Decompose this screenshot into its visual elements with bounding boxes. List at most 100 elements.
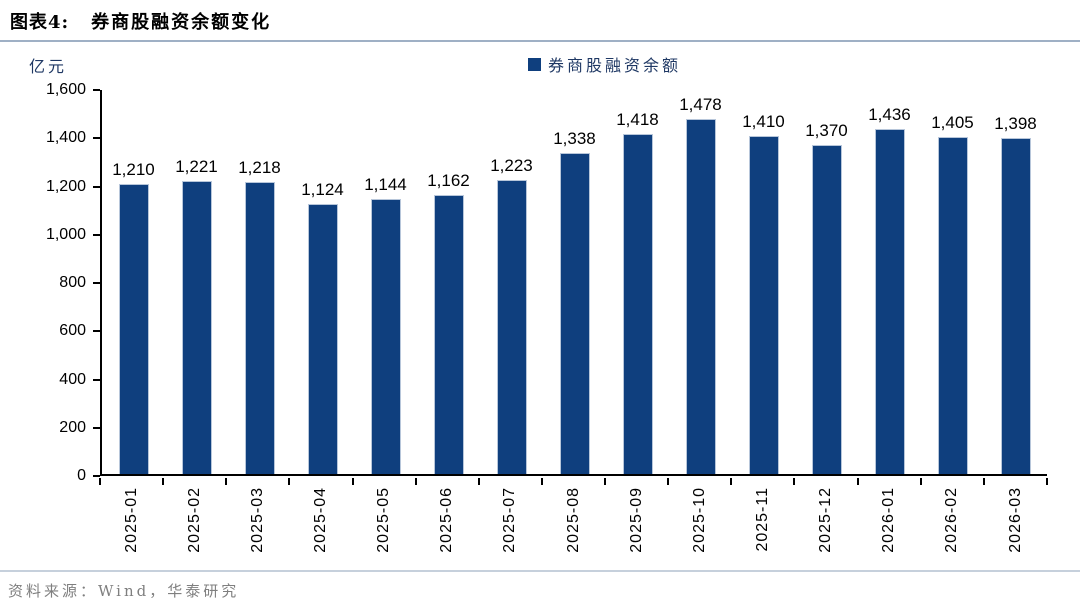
x-tick-mark	[162, 478, 165, 485]
bar-value-label: 1,418	[616, 109, 659, 129]
x-label-cell: 2025-10	[668, 487, 731, 565]
y-tick-label: 400	[59, 370, 86, 388]
bar	[118, 183, 149, 474]
x-label-cell: 2025-09	[605, 487, 668, 565]
x-tick-mark	[477, 478, 480, 485]
y-tick-mark	[93, 185, 100, 188]
y-tick-label: 1,200	[45, 177, 86, 195]
legend-label: 券商股融资余额	[548, 56, 682, 75]
y-tick-label: 1,400	[45, 129, 86, 147]
y-tick-label: 200	[59, 418, 86, 436]
x-tick-label: 2025-08	[564, 487, 582, 553]
bar	[622, 133, 653, 474]
y-tick-mark	[93, 233, 100, 236]
bar	[748, 135, 779, 474]
bar-slot: 1,478	[669, 90, 732, 474]
bar-value-label: 1,398	[994, 114, 1037, 134]
x-label-cell: 2025-03	[226, 487, 289, 565]
source-note: 资料来源：Wind，华泰研究	[8, 582, 240, 600]
x-tick-mark	[856, 478, 859, 485]
bar	[937, 136, 968, 474]
x-label-cell: 2025-07	[479, 487, 542, 565]
bar-slot: 1,210	[102, 90, 165, 474]
bar-value-label: 1,124	[301, 180, 344, 200]
y-tick-mark	[93, 282, 100, 284]
x-label-cell: 2026-01	[858, 487, 921, 565]
x-tick-mark	[1046, 478, 1048, 485]
bar-slot: 1,338	[543, 90, 606, 474]
bar-slot: 1,144	[354, 90, 417, 474]
bar-value-label: 1,410	[742, 111, 785, 131]
bar	[811, 145, 842, 474]
x-tick-label: 2025-05	[375, 487, 393, 553]
bar-value-label: 1,162	[427, 171, 470, 191]
bar-value-label: 1,210	[112, 159, 155, 179]
x-tick-label: 2025-02	[185, 487, 203, 553]
x-tick-label: 2025-01	[122, 487, 140, 553]
x-tick-mark	[351, 478, 354, 485]
y-tick-label: 1,000	[45, 225, 86, 243]
bar-slot: 1,162	[417, 90, 480, 474]
bar-value-label: 1,370	[805, 121, 848, 141]
footer-divider	[0, 570, 1080, 572]
figure-title: 图表4: 券商股融资余额变化	[10, 8, 271, 34]
bar-value-label: 1,338	[553, 128, 596, 148]
x-tick-mark	[793, 478, 796, 485]
x-tick-label: 2025-03	[248, 487, 266, 553]
figure-title-text: 券商股融资余额变化	[91, 12, 272, 33]
x-tick-mark	[730, 478, 733, 485]
bar	[307, 204, 338, 474]
bar	[496, 180, 527, 474]
bar	[685, 119, 716, 474]
x-tick-label: 2026-03	[1006, 487, 1024, 553]
bar-slot: 1,124	[291, 90, 354, 474]
x-tick-label: 2025-06	[438, 487, 456, 553]
y-axis-tick-labels: 0 200 400 600 800 1,000 1,200 1,400 1,600	[0, 82, 86, 484]
bar	[370, 199, 401, 474]
x-label-cell: 2025-08	[542, 487, 605, 565]
x-tick-label: 2026-01	[880, 487, 898, 553]
x-label-cell: 2026-03	[984, 487, 1047, 565]
y-tick-mark	[93, 137, 100, 140]
y-tick-label: 600	[59, 322, 86, 340]
bar-slot: 1,221	[165, 90, 228, 474]
bar	[1000, 138, 1031, 474]
bar	[874, 129, 905, 474]
bar	[433, 195, 464, 474]
bar-slot: 1,410	[732, 90, 795, 474]
bar-value-label: 1,221	[175, 156, 218, 176]
y-tick-mark	[93, 475, 100, 477]
plot-area: 1,210 1,221 1,218 1,124 1,144 1,162 1,223 1,338…	[100, 90, 1047, 476]
x-tick-label: 2025-04	[311, 487, 329, 553]
x-tick-mark	[982, 478, 985, 485]
x-label-cell: 2025-02	[163, 487, 226, 565]
y-axis-unit-label: 亿元	[29, 57, 68, 76]
bar-series: 1,210 1,221 1,218 1,124 1,144 1,162 1,223 1,338…	[102, 90, 1047, 474]
legend-swatch	[528, 57, 541, 71]
x-tick-label: 2025-07	[501, 487, 519, 553]
x-tick-mark	[540, 478, 543, 485]
x-axis-tick-labels: 2025-01 2025-02 2025-03 2025-04 2025-05 2025-…	[100, 487, 1047, 565]
bar	[244, 181, 275, 474]
bar	[559, 152, 590, 474]
bar-value-label: 1,144	[364, 175, 407, 195]
x-tick-label: 2025-10	[690, 487, 708, 553]
y-axis-ticks	[93, 89, 100, 477]
y-tick-mark	[93, 330, 100, 333]
bar-value-label: 1,218	[238, 157, 281, 177]
x-tick-mark	[225, 478, 228, 485]
y-tick-mark	[93, 426, 100, 429]
x-tick-mark	[667, 478, 670, 485]
x-tick-mark	[604, 478, 607, 485]
x-label-cell: 2026-02	[921, 487, 984, 565]
x-label-cell: 2025-01	[100, 487, 163, 565]
x-tick-mark	[414, 478, 417, 485]
bar-slot: 1,398	[984, 90, 1047, 474]
bar-value-label: 1,223	[490, 156, 533, 176]
x-tick-mark	[99, 478, 101, 485]
y-tick-label: 1,600	[45, 81, 86, 98]
legend: 券商股融资余额	[528, 55, 682, 75]
bar-value-label: 1,405	[931, 112, 974, 132]
bar-slot: 1,218	[228, 90, 291, 474]
